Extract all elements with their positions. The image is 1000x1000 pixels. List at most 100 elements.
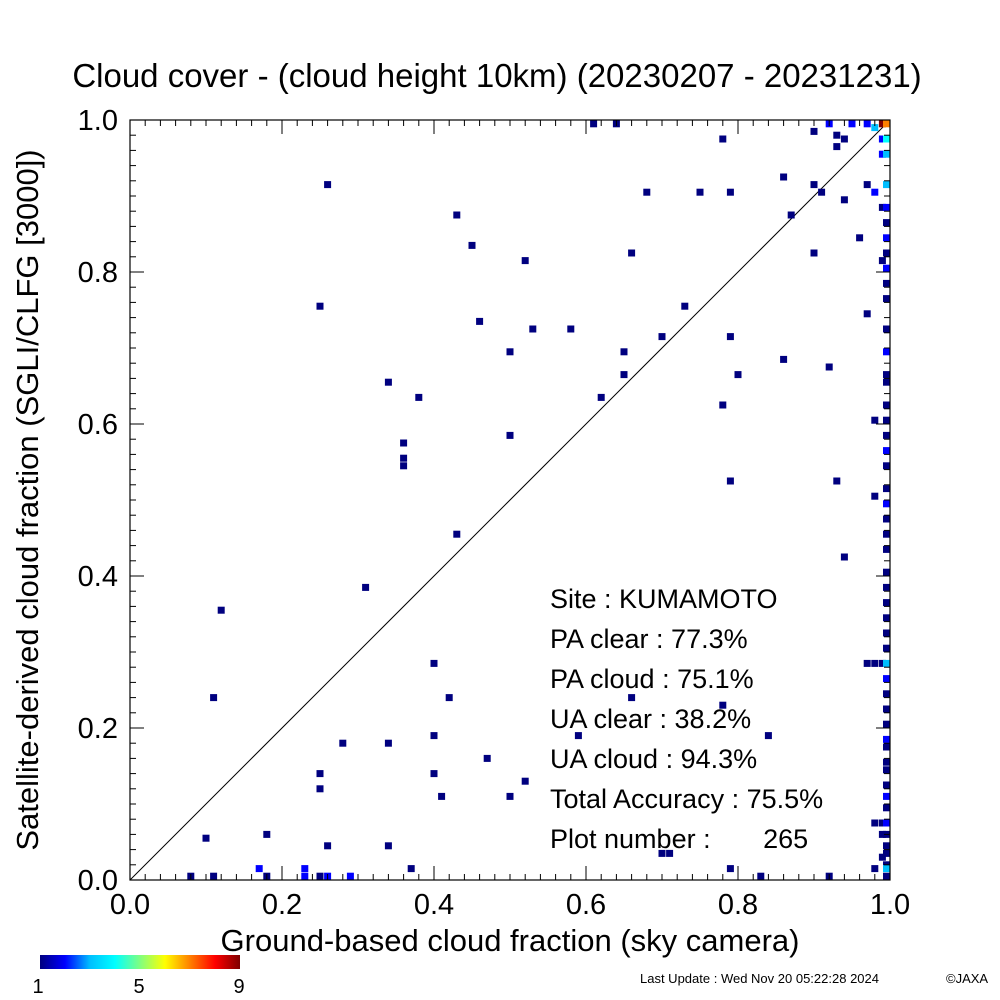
heatmap-cell [883, 545, 890, 553]
heatmap-cell [810, 181, 818, 189]
heatmap-cell [883, 583, 890, 591]
heatmap-cell [726, 333, 734, 341]
heatmap-cell [878, 659, 886, 667]
heatmap-cell [521, 257, 529, 265]
stat-pa-clear: PA clear : 77.3% [550, 624, 748, 654]
heatmap-cell [883, 530, 890, 538]
heatmap-cell [263, 830, 271, 838]
heatmap-cell [883, 599, 890, 607]
heatmap-cell [666, 849, 674, 857]
heatmap-cell [301, 865, 309, 873]
y-tick-label: 1.0 [78, 105, 118, 137]
heatmap-cell [883, 865, 890, 873]
heatmap-cell [840, 553, 848, 561]
heatmap-cell [883, 849, 890, 857]
heatmap-cell [878, 853, 886, 861]
heatmap-cell [833, 143, 841, 151]
heatmap-cell [483, 754, 491, 762]
heatmap-cells [187, 120, 890, 880]
heatmap-cell [878, 203, 886, 211]
x-tick-label: 0.8 [718, 889, 758, 921]
heatmap-cell [438, 792, 446, 800]
axis-ticks [129, 119, 891, 881]
x-tick-label: 1.0 [870, 889, 910, 921]
heatmap-cell [217, 606, 225, 614]
stat-pa-cloud: PA cloud : 75.1% [550, 664, 754, 694]
heatmap-cell [883, 219, 890, 227]
heatmap-cell [883, 614, 890, 622]
x-tick-label: 0.4 [414, 889, 454, 921]
heatmap-cell [833, 477, 841, 485]
heatmap-cell [506, 792, 514, 800]
heatmap-cell [780, 173, 788, 181]
heatmap-cell [871, 416, 879, 424]
heatmap-cell [878, 135, 886, 143]
heatmap-cell [883, 792, 890, 800]
heatmap-cell [346, 872, 354, 880]
heatmap-cell [883, 872, 890, 880]
heatmap-cell [878, 257, 886, 265]
heatmap-cell [400, 439, 408, 447]
heatmap-cell [764, 732, 772, 740]
heatmap-cell [883, 295, 890, 303]
heatmap-cell [445, 694, 453, 702]
heatmap-cell [468, 241, 476, 249]
heatmap-cell [620, 348, 628, 356]
heatmap-cell [384, 378, 392, 386]
heatmap-cell [430, 770, 438, 778]
heatmap-cell [883, 705, 890, 713]
heatmap-cell [529, 325, 537, 333]
heatmap-cell [883, 500, 890, 508]
x-axis-label: Ground-based cloud fraction (sky camera) [221, 923, 800, 958]
heatmap-cell [863, 181, 871, 189]
heatmap-cell [883, 348, 890, 356]
heatmap-cell [453, 530, 461, 538]
heatmap-cell [883, 401, 890, 409]
y-tick-label: 0.0 [78, 865, 118, 897]
heatmap-cell [856, 234, 864, 242]
colorbar-min-label: 1 [32, 976, 43, 998]
reference-line [129, 119, 891, 881]
heatmap-cell [883, 431, 890, 439]
heatmap-cell [840, 135, 848, 143]
heatmap-cell [871, 659, 879, 667]
heatmap-cell [883, 804, 890, 812]
heatmap-cell [726, 188, 734, 196]
heatmap-cell [878, 819, 886, 827]
heatmap-cell [871, 492, 879, 500]
heatmap-cell [883, 416, 890, 424]
heatmap-cell [316, 872, 324, 880]
heatmap-cell [878, 830, 886, 838]
heatmap-cell [719, 401, 727, 409]
heatmap-cell [210, 694, 218, 702]
copyright-text: ©JAXA [946, 971, 988, 986]
heatmap-cell [521, 777, 529, 785]
colorbar-gradient [40, 955, 240, 969]
heatmap-cell [324, 181, 332, 189]
heatmap-cell [871, 124, 879, 132]
heatmap-cell [840, 196, 848, 204]
heatmap-cell [301, 872, 309, 880]
heatmap-cell [719, 135, 727, 143]
heatmap-cell [883, 181, 890, 189]
heatmap-cell [825, 363, 833, 371]
heatmap-cell [883, 568, 890, 576]
heatmap-cell [883, 515, 890, 523]
heatmap-cell [883, 264, 890, 272]
heatmap-cell [810, 249, 818, 257]
colorbar: 1 5 9 [32, 955, 245, 998]
heatmap-cell [384, 842, 392, 850]
heatmap-cell [430, 659, 438, 667]
heatmap-cell [883, 135, 890, 143]
heatmap-cell [883, 325, 890, 333]
heatmap-cell [506, 348, 514, 356]
y-tick-label: 0.8 [78, 257, 118, 289]
heatmap-cell [316, 302, 324, 310]
stat-ua-clear: UA clear : 38.2% [550, 704, 751, 734]
heatmap-cell [883, 758, 890, 766]
heatmap-cell [734, 371, 742, 379]
heatmap-cell [400, 454, 408, 462]
x-tick-labels: 0.0 0.2 0.4 0.6 0.8 1.0 [110, 889, 910, 921]
heatmap-cell [883, 462, 890, 470]
stat-plot-number: Plot number : 265 [550, 824, 808, 854]
